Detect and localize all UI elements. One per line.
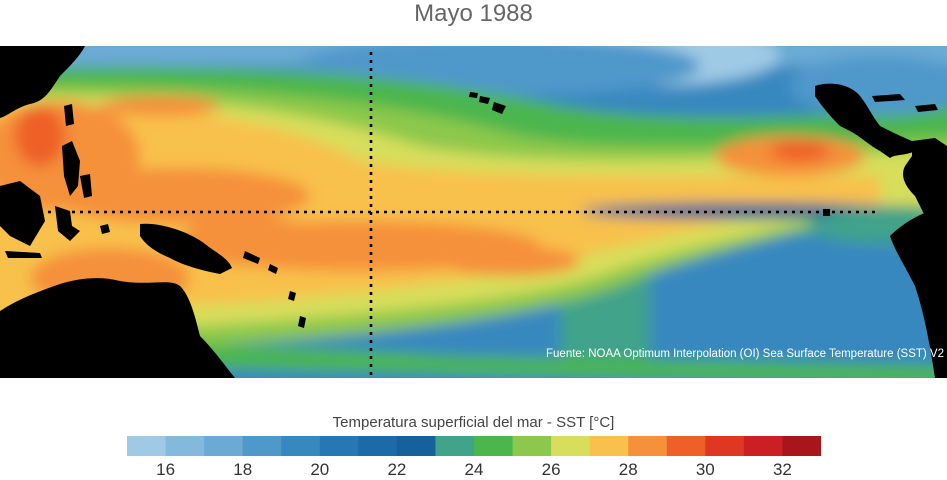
land-masses (0, 46, 947, 378)
colorbar-segment (474, 436, 514, 456)
colorbar-tick-label: 24 (465, 460, 484, 479)
colorbar-segment (127, 436, 167, 456)
colorbar-tick-label: 20 (310, 460, 329, 479)
colorbar (127, 436, 821, 456)
colorbar-segment (396, 436, 437, 456)
colorbar-title: Temperatura superficial del mar - SST [°… (332, 414, 615, 431)
colorbar-segment (628, 436, 668, 456)
colorbar-segment (666, 436, 706, 456)
colorbar-tick-label: 18 (233, 460, 252, 479)
colorbar-segment (705, 436, 745, 456)
colorbar-segment (512, 436, 552, 456)
colorbar-tick-label: 22 (387, 460, 406, 479)
colorbar-segment (281, 436, 321, 456)
colorbar-segment (319, 436, 359, 456)
colorbar-segment (358, 436, 398, 456)
source-note: Fuente: NOAA Optimum Interpolation (OI) … (546, 348, 944, 360)
colorbar-segment (204, 436, 244, 456)
colorbar-segment (165, 436, 205, 456)
colorbar-segment (782, 436, 821, 456)
colorbar-segment (743, 436, 784, 456)
colorbar-segment (435, 436, 475, 456)
colorbar-tick-label: 28 (619, 460, 638, 479)
sst-map (0, 46, 947, 378)
colorbar-ticks: 16 18 20 22 24 26 28 30 32 (156, 460, 792, 479)
colorbar-tick-label: 30 (696, 460, 715, 479)
map-title: Mayo 1988 (414, 0, 533, 27)
colorbar-tick-label: 16 (156, 460, 175, 479)
colorbar-tick-label: 26 (542, 460, 561, 479)
colorbar-tick-label: 32 (773, 460, 792, 479)
colorbar-segment (551, 436, 591, 456)
colorbar-segment (242, 436, 282, 456)
colorbar-segment (589, 436, 629, 456)
